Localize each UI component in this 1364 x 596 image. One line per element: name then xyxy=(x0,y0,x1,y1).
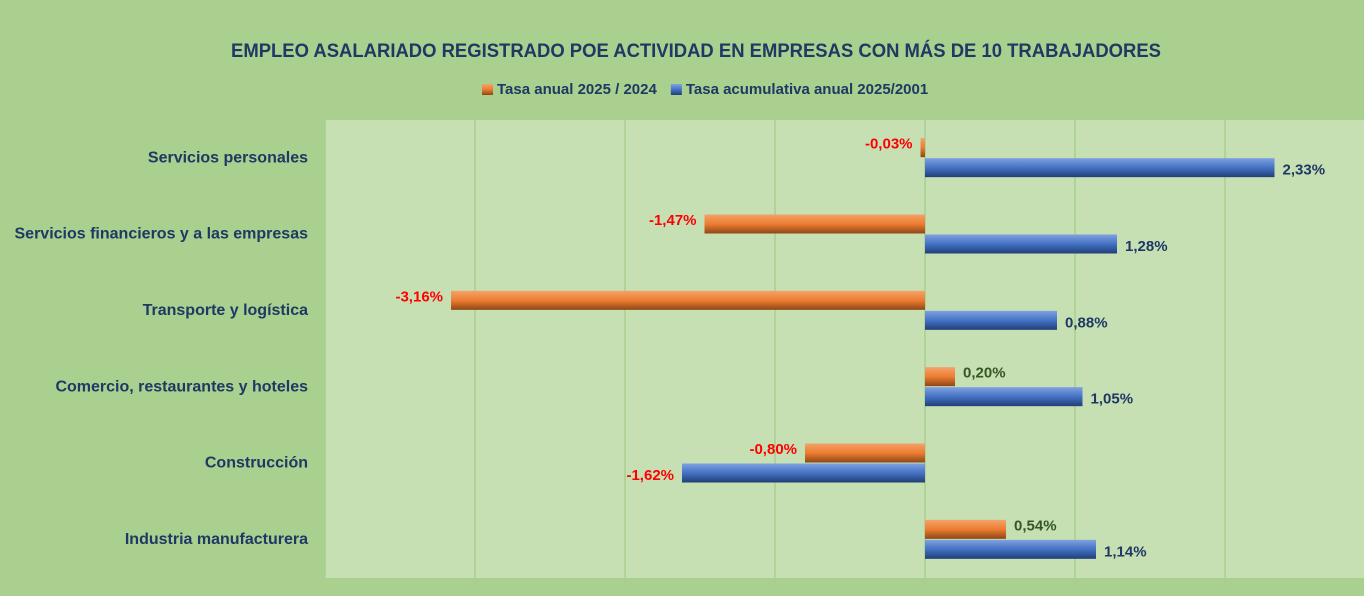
data-label: 0,54% xyxy=(1014,517,1057,534)
data-label: 0,88% xyxy=(1065,314,1108,331)
bar xyxy=(682,463,925,483)
bar xyxy=(704,214,925,234)
legend-swatch xyxy=(482,84,493,95)
bar xyxy=(925,539,1096,559)
legend-label: Tasa anual 2025 / 2024 xyxy=(497,81,657,98)
bar xyxy=(925,234,1117,254)
bar xyxy=(925,387,1083,407)
data-label: -0,03% xyxy=(865,136,913,153)
bar xyxy=(925,519,1006,539)
y-tick-label: Transporte y logística xyxy=(143,302,308,319)
plot-area xyxy=(325,120,1364,578)
data-label: 1,05% xyxy=(1091,391,1134,408)
data-label: -3,16% xyxy=(395,288,443,305)
y-tick-label: Servicios personales xyxy=(148,149,308,166)
data-label: -0,80% xyxy=(749,441,797,458)
legend-label: Tasa acumulativa anual 2025/2001 xyxy=(686,81,928,98)
bar xyxy=(925,158,1275,178)
data-label: 1,28% xyxy=(1125,238,1168,255)
bar xyxy=(925,367,955,387)
legend-swatch xyxy=(670,84,682,95)
data-label: -1,62% xyxy=(626,467,674,484)
bar xyxy=(451,290,925,310)
data-label: 0,20% xyxy=(963,365,1006,382)
y-tick-label: Industria manufacturera xyxy=(125,531,308,548)
data-label: -1,47% xyxy=(649,212,697,229)
chart-title: EMPLEO ASALARIADO REGISTRADO POE ACTIVID… xyxy=(231,40,1161,62)
y-tick-label: Construcción xyxy=(205,455,308,472)
y-tick-label: Comercio, restaurantes y hoteles xyxy=(55,378,308,395)
data-label: 1,14% xyxy=(1104,543,1147,560)
y-tick-label: Servicios financieros y a las empresas xyxy=(15,226,309,243)
bar xyxy=(925,310,1057,330)
bar xyxy=(920,138,925,158)
data-label: 2,33% xyxy=(1283,162,1326,179)
bar xyxy=(805,443,925,463)
